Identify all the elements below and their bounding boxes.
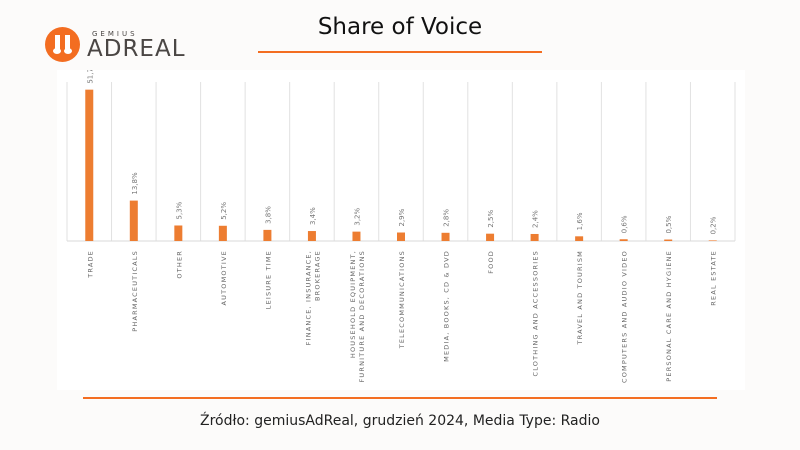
bar — [174, 225, 183, 241]
data-label: 51,7% — [86, 70, 94, 84]
category-label: TRADE — [86, 250, 94, 279]
footer-divider — [83, 397, 717, 399]
data-label: 3,4% — [309, 207, 317, 225]
category-label: COMPUTERS AND AUDIO VIDEO — [621, 250, 629, 383]
data-label: 0,2% — [710, 216, 718, 234]
logo-big-text: ADREAL — [87, 35, 186, 62]
bar — [575, 236, 584, 241]
title-underline — [258, 51, 542, 53]
bar — [129, 200, 138, 241]
bar — [352, 231, 361, 241]
category-label: OTHER — [175, 250, 183, 279]
category-label: TRAVEL AND TOURISM — [576, 250, 584, 346]
category-label: AUTOMOTIVE — [220, 250, 228, 305]
bar — [530, 233, 539, 241]
category-label: HOUSEHOLD EQUIPMENT, — [349, 250, 357, 358]
data-label: 13,8% — [131, 172, 139, 195]
category-label: FURNITURE AND DECORATIONS — [358, 250, 366, 383]
category-label: PHARMACEUTICALS — [131, 250, 139, 332]
data-label: 1,6% — [576, 212, 584, 230]
data-label: 0,5% — [665, 215, 673, 233]
data-label: 3,8% — [264, 206, 272, 224]
page-title: Share of Voice — [317, 14, 483, 40]
data-label: 5,3% — [175, 201, 183, 219]
logo: GEMIUS ADREAL — [45, 27, 186, 62]
data-label: 3,2% — [353, 208, 361, 226]
bar — [307, 231, 316, 241]
bar — [441, 232, 450, 241]
data-label: 2,4% — [532, 210, 540, 228]
binoculars-icon — [45, 27, 80, 62]
bar — [263, 229, 272, 241]
bar — [397, 232, 405, 241]
category-label: PERSONAL CARE AND HYGIENE — [665, 250, 673, 382]
category-label: BROKERAGE — [313, 250, 321, 301]
bar — [486, 233, 495, 241]
source-footer: Źródło: gemiusAdReal, grudzień 2024, Med… — [200, 413, 600, 429]
bar — [664, 239, 673, 241]
category-label: MEDIA, BOOKS, CD & DVD — [443, 250, 451, 362]
bar — [708, 240, 717, 241]
data-label: 2,8% — [443, 209, 451, 227]
category-label: REAL ESTATE — [710, 250, 718, 306]
data-label: 2,5% — [487, 210, 495, 228]
bar — [619, 239, 628, 241]
data-label: 0,6% — [621, 215, 629, 233]
category-label: FOOD — [487, 250, 495, 274]
chart-area: 51,7% TRADE 13,8% PHARMACEUTICALS 5,3% OTHER 5… — [57, 61, 745, 390]
data-label: 5,2% — [220, 202, 228, 220]
logo-small-text: GEMIUS — [92, 29, 138, 38]
category-label: TELECOMMUNICATIONS — [398, 250, 406, 349]
category-label: CLOTHING AND ACCESSORIES — [532, 250, 540, 377]
bar — [218, 225, 227, 241]
data-label: 2,9% — [398, 208, 406, 226]
category-label: FINANCE, INSURANCE, — [304, 250, 312, 345]
category-label: LEISURE TIME — [264, 250, 272, 309]
bar-chart: 51,7% TRADE 13,8% PHARMACEUTICALS 5,3% OTHER 5… — [66, 61, 736, 383]
bar — [85, 89, 94, 241]
